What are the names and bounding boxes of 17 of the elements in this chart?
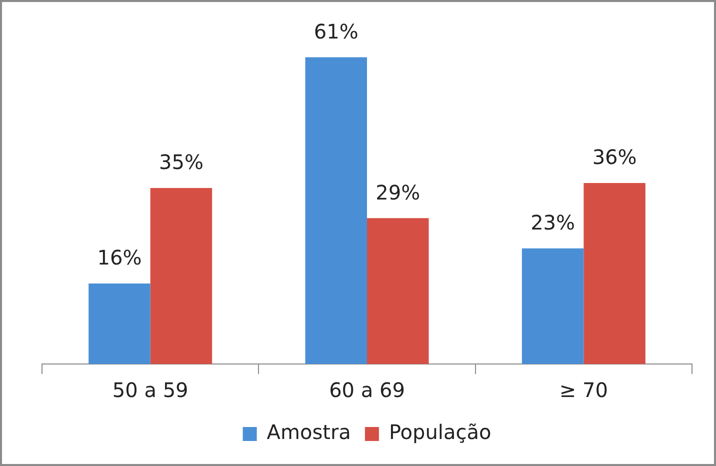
x-tick-label: 50 a 59	[112, 378, 188, 402]
x-tick-label: 60 a 69	[329, 378, 405, 402]
bar	[584, 182, 646, 364]
bar	[367, 218, 429, 364]
data-label: 61%	[314, 19, 358, 44]
bar	[150, 188, 212, 364]
data-label: 35%	[158, 150, 204, 174]
bar	[88, 284, 150, 364]
bar	[522, 248, 584, 364]
bar	[305, 57, 367, 364]
data-label: 23%	[530, 210, 576, 235]
data-label: 16%	[97, 246, 142, 270]
data-label: 29%	[376, 180, 420, 204]
data-label: 36%	[592, 145, 637, 170]
legend-label: Amostra	[266, 420, 351, 444]
legend-label: População	[388, 420, 492, 444]
x-tick-label: ≥ 70	[559, 378, 608, 402]
